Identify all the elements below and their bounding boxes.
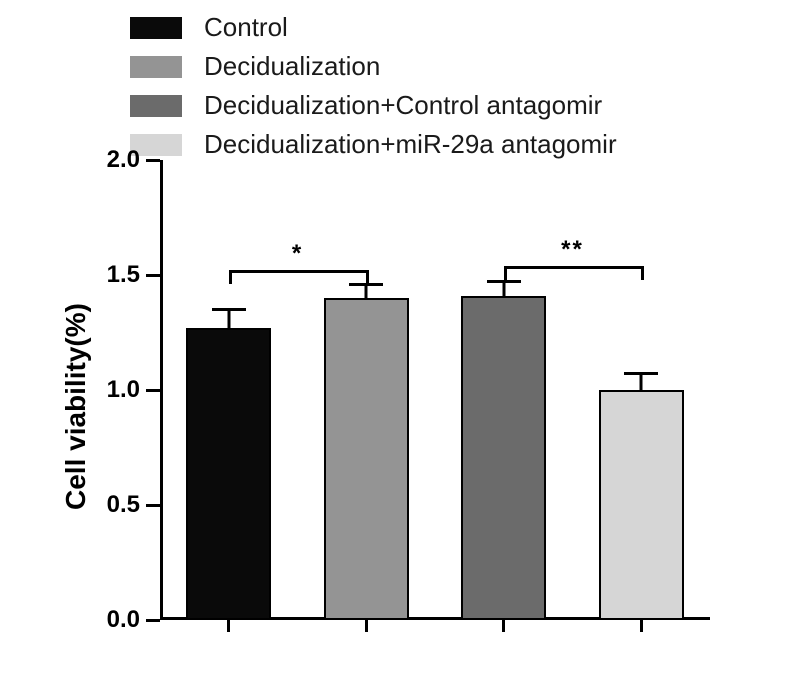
bar [461,296,546,620]
error-cap [487,280,521,283]
significance-bracket-drop [641,266,644,280]
y-tick [146,389,160,392]
figure: Control Decidualization Decidualization+Co… [0,0,806,675]
legend-swatch [130,17,182,39]
x-tick [227,620,230,632]
y-tick-label: 1.5 [80,261,140,289]
x-tick [502,620,505,632]
error-cap [624,372,658,375]
y-tick-label: 2.0 [80,146,140,174]
legend-swatch [130,56,182,78]
x-tick [365,620,368,632]
legend-item: Control [130,12,617,43]
significance-bracket [504,266,645,269]
legend-label: Decidualization [204,51,380,82]
significance-bracket-drop [504,266,507,280]
y-tick [146,159,160,162]
error-bar [365,284,368,298]
y-axis-title: Cell viability(%) [60,303,92,510]
bar [186,328,271,620]
significance-bracket-drop [366,270,369,284]
error-bar [502,282,505,296]
significance-label: * [292,240,303,268]
legend-swatch [130,95,182,117]
legend: Control Decidualization Decidualization+Co… [130,12,617,168]
legend-label: Decidualization+Control antagomir [204,90,602,121]
legend-item: Decidualization+Control antagomir [130,90,617,121]
significance-label: ** [561,236,584,264]
y-tick [146,274,160,277]
bar [599,390,684,620]
x-tick [640,620,643,632]
legend-item: Decidualization [130,51,617,82]
significance-bracket [229,270,370,273]
y-tick [146,619,160,622]
y-tick [146,504,160,507]
bar [324,298,409,620]
error-bar [227,310,230,328]
plot-area: 0.00.51.01.52.0Cell viability(%)*** [160,160,710,620]
legend-label: Decidualization+miR-29a antagomir [204,129,617,160]
legend-item: Decidualization+miR-29a antagomir [130,129,617,160]
significance-bracket-drop [229,270,232,284]
error-cap [212,308,246,311]
legend-label: Control [204,12,288,43]
bar-chart: 0.00.51.01.52.0Cell viability(%)*** [160,160,710,620]
y-tick-label: 0.0 [80,606,140,634]
y-axis [160,160,163,620]
error-bar [640,374,643,390]
